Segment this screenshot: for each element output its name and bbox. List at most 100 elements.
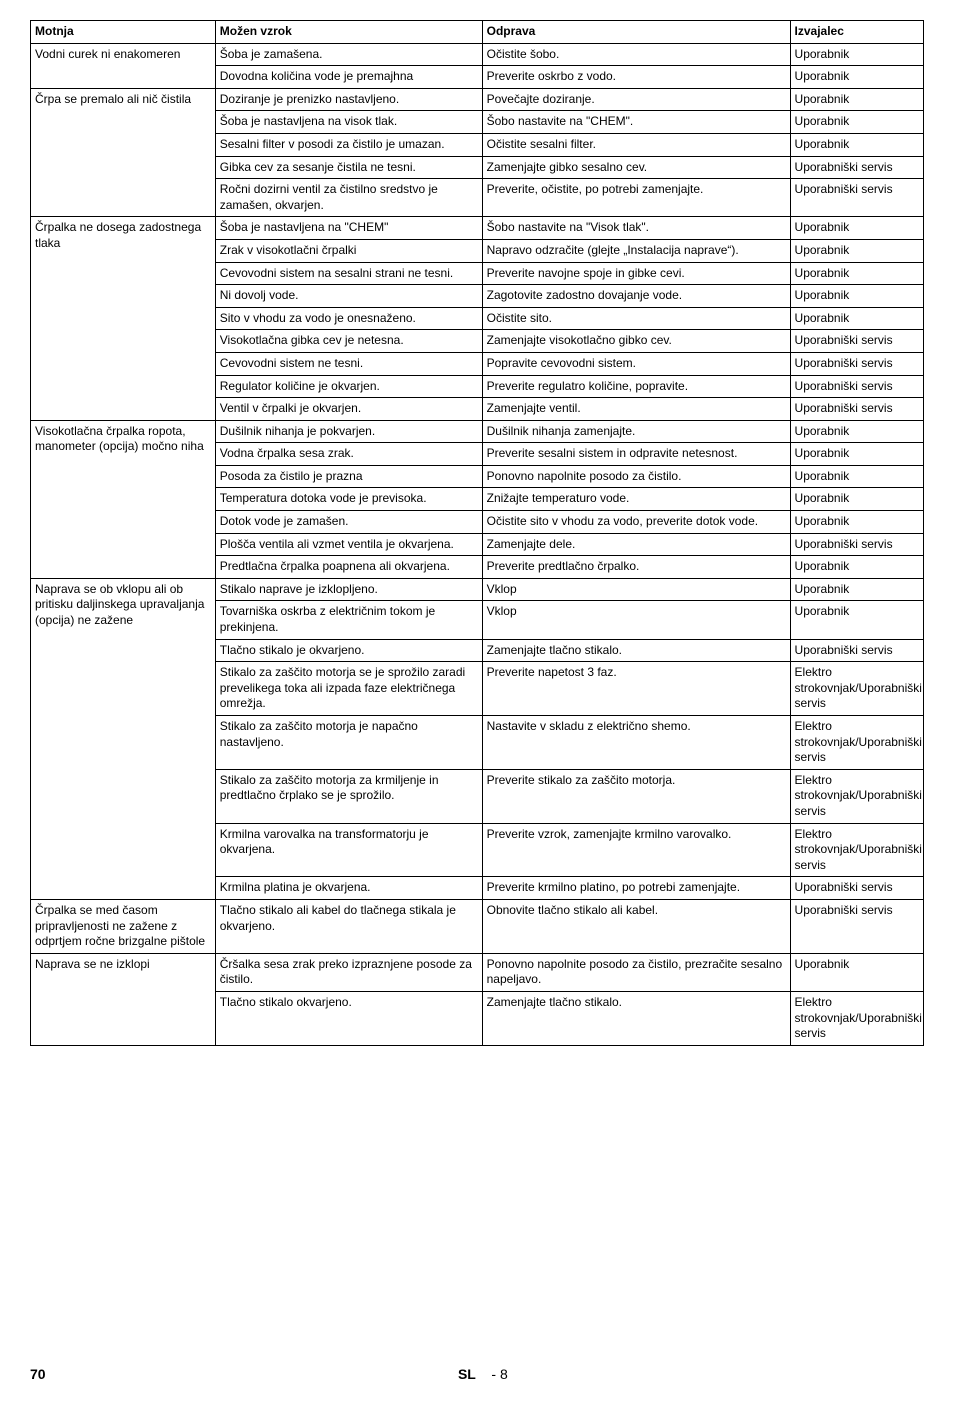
- vzrok-cell: Stikalo za zaščito motorja se je sprožil…: [215, 662, 482, 716]
- izvajalec-cell: Uporabnik: [790, 66, 923, 89]
- odprava-cell: Nastavite v skladu z električno shemo.: [482, 716, 790, 770]
- vzrok-cell: Plošča ventila ali vzmet ventila je okva…: [215, 533, 482, 556]
- table-row: Črpa se premalo ali nič čistilaDoziranje…: [31, 88, 924, 111]
- header-izvajalec: Izvajalec: [790, 21, 923, 44]
- vzrok-cell: Dotok vode je zamašen.: [215, 511, 482, 534]
- odprava-cell: Očistite sesalni filter.: [482, 133, 790, 156]
- motnja-cell: Naprava se ne izklopi: [31, 953, 216, 1045]
- odprava-cell: Popravite cevovodni sistem.: [482, 352, 790, 375]
- izvajalec-cell: Uporabnik: [790, 43, 923, 66]
- vzrok-cell: Sito v vhodu za vodo je onesnaženo.: [215, 307, 482, 330]
- odprava-cell: Povečajte doziranje.: [482, 88, 790, 111]
- odprava-cell: Zamenjajte dele.: [482, 533, 790, 556]
- izvajalec-cell: Elektro strokovnjak/Uporabniški servis: [790, 823, 923, 877]
- vzrok-cell: Dušilnik nihanja je pokvarjen.: [215, 420, 482, 443]
- vzrok-cell: Šoba je nastavljena na visok tlak.: [215, 111, 482, 134]
- vzrok-cell: Krmilna platina je okvarjena.: [215, 877, 482, 900]
- page-footer: 70 SL - 8: [30, 1366, 924, 1382]
- odprava-cell: Preverite napetost 3 faz.: [482, 662, 790, 716]
- izvajalec-cell: Uporabnik: [790, 601, 923, 639]
- vzrok-cell: Tlačno stikalo okvarjeno.: [215, 991, 482, 1045]
- vzrok-cell: Stikalo za zaščito motorja je napačno na…: [215, 716, 482, 770]
- odprava-cell: Preverite oskrbo z vodo.: [482, 66, 790, 89]
- table-row: Visokotlačna črpalka ropota, manometer (…: [31, 420, 924, 443]
- motnja-cell: Vodni curek ni enakomeren: [31, 43, 216, 88]
- izvajalec-cell: Uporabnik: [790, 556, 923, 579]
- odprava-cell: Zamenjajte visokotlačno gibko cev.: [482, 330, 790, 353]
- izvajalec-cell: Uporabnik: [790, 88, 923, 111]
- izvajalec-cell: Uporabnik: [790, 239, 923, 262]
- odprava-cell: Obnovite tlačno stikalo ali kabel.: [482, 899, 790, 953]
- odprava-cell: Zagotovite zadostno dovajanje vode.: [482, 285, 790, 308]
- izvajalec-cell: Uporabnik: [790, 578, 923, 601]
- motnja-cell: Črpalka ne dosega zadostnega tlaka: [31, 217, 216, 420]
- vzrok-cell: Visokotlačna gibka cev je netesna.: [215, 330, 482, 353]
- odprava-cell: Zamenjajte tlačno stikalo.: [482, 991, 790, 1045]
- vzrok-cell: Dovodna količina vode je premajhna: [215, 66, 482, 89]
- odprava-cell: Vklop: [482, 601, 790, 639]
- odprava-cell: Ponovno napolnite posodo za čistilo.: [482, 465, 790, 488]
- vzrok-cell: Zrak v visokotlačni črpalki: [215, 239, 482, 262]
- header-odprava: Odprava: [482, 21, 790, 44]
- vzrok-cell: Tovarniška oskrba z električnim tokom je…: [215, 601, 482, 639]
- odprava-cell: Očistite sito.: [482, 307, 790, 330]
- izvajalec-cell: Uporabnik: [790, 262, 923, 285]
- vzrok-cell: Tlačno stikalo ali kabel do tlačnega sti…: [215, 899, 482, 953]
- header-vzrok: Možen vzrok: [215, 21, 482, 44]
- vzrok-cell: Temperatura dotoka vode je previsoka.: [215, 488, 482, 511]
- izvajalec-cell: Uporabniški servis: [790, 352, 923, 375]
- vzrok-cell: Ročni dozirni ventil za čistilno sredstv…: [215, 179, 482, 217]
- izvajalec-cell: Uporabniški servis: [790, 899, 923, 953]
- table-row: Naprava se ob vklopu ali ob pritisku dal…: [31, 578, 924, 601]
- izvajalec-cell: Uporabniški servis: [790, 877, 923, 900]
- table-row: Vodni curek ni enakomerenŠoba je zamašen…: [31, 43, 924, 66]
- vzrok-cell: Šoba je nastavljena na "CHEM": [215, 217, 482, 240]
- table-row: Črpalka ne dosega zadostnega tlakaŠoba j…: [31, 217, 924, 240]
- vzrok-cell: Regulator količine je okvarjen.: [215, 375, 482, 398]
- vzrok-cell: Ventil v črpalki je okvarjen.: [215, 398, 482, 421]
- izvajalec-cell: Uporabniški servis: [790, 330, 923, 353]
- vzrok-cell: Doziranje je prenizko nastavljeno.: [215, 88, 482, 111]
- odprava-cell: Preverite sesalni sistem in odpravite ne…: [482, 443, 790, 466]
- footer-lang: SL - 8: [458, 1366, 508, 1382]
- izvajalec-cell: Uporabniški servis: [790, 156, 923, 179]
- izvajalec-cell: Uporabnik: [790, 953, 923, 991]
- izvajalec-cell: Uporabniški servis: [790, 533, 923, 556]
- table-header-row: Motnja Možen vzrok Odprava Izvajalec: [31, 21, 924, 44]
- odprava-cell: Preverite, očistite, po potrebi zamenjaj…: [482, 179, 790, 217]
- motnja-cell: Naprava se ob vklopu ali ob pritisku dal…: [31, 578, 216, 899]
- odprava-cell: Preverite predtlačno črpalko.: [482, 556, 790, 579]
- izvajalec-cell: Uporabniški servis: [790, 179, 923, 217]
- izvajalec-cell: Uporabnik: [790, 111, 923, 134]
- odprava-cell: Zamenjajte gibko sesalno cev.: [482, 156, 790, 179]
- odprava-cell: Znižajte temperaturo vode.: [482, 488, 790, 511]
- izvajalec-cell: Uporabnik: [790, 217, 923, 240]
- odprava-cell: Šobo nastavite na "Visok tlak".: [482, 217, 790, 240]
- izvajalec-cell: Elektro strokovnjak/Uporabniški servis: [790, 662, 923, 716]
- odprava-cell: Šobo nastavite na "CHEM".: [482, 111, 790, 134]
- vzrok-cell: Vodna črpalka sesa zrak.: [215, 443, 482, 466]
- odprava-cell: Dušilnik nihanja zamenjajte.: [482, 420, 790, 443]
- odprava-cell: Preverite vzrok, zamenjajte krmilno varo…: [482, 823, 790, 877]
- vzrok-cell: Cevovodni sistem na sesalni strani ne te…: [215, 262, 482, 285]
- izvajalec-cell: Uporabnik: [790, 285, 923, 308]
- odprava-cell: Zamenjajte tlačno stikalo.: [482, 639, 790, 662]
- motnja-cell: Črpalka se med časom pripravljenosti ne …: [31, 899, 216, 953]
- odprava-cell: Napravo odzračite (glejte „Instalacija n…: [482, 239, 790, 262]
- izvajalec-cell: Elektro strokovnjak/Uporabniški servis: [790, 769, 923, 823]
- vzrok-cell: Gibka cev za sesanje čistila ne tesni.: [215, 156, 482, 179]
- header-motnja: Motnja: [31, 21, 216, 44]
- vzrok-cell: Cevovodni sistem ne tesni.: [215, 352, 482, 375]
- izvajalec-cell: Uporabnik: [790, 307, 923, 330]
- izvajalec-cell: Uporabnik: [790, 133, 923, 156]
- izvajalec-cell: Uporabniški servis: [790, 639, 923, 662]
- odprava-cell: Preverite navojne spoje in gibke cevi.: [482, 262, 790, 285]
- odprava-cell: Preverite stikalo za zaščito motorja.: [482, 769, 790, 823]
- izvajalec-cell: Uporabnik: [790, 443, 923, 466]
- izvajalec-cell: Uporabniški servis: [790, 375, 923, 398]
- vzrok-cell: Stikalo za zaščito motorja za krmiljenje…: [215, 769, 482, 823]
- table-row: Naprava se ne izklopiČršalka sesa zrak p…: [31, 953, 924, 991]
- odprava-cell: Preverite regulatro količine, popravite.: [482, 375, 790, 398]
- odprava-cell: Zamenjajte ventil.: [482, 398, 790, 421]
- vzrok-cell: Tlačno stikalo je okvarjeno.: [215, 639, 482, 662]
